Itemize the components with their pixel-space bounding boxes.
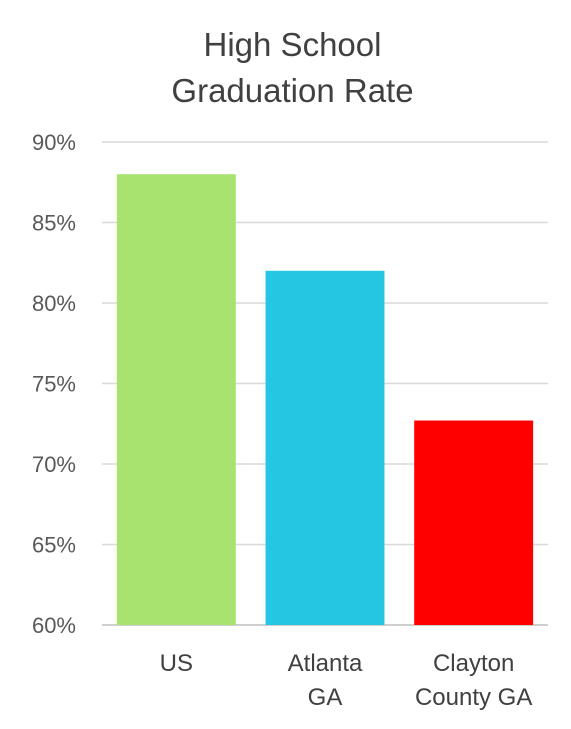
chart-title: High School Graduation Rate (0, 22, 571, 114)
y-tick-label: 80% (32, 291, 76, 316)
y-tick-label: 75% (32, 372, 76, 397)
x-category-label: Clayton County GA (415, 650, 532, 711)
y-tick-label: 85% (32, 211, 76, 236)
x-axis-category-labels: US Atlanta GA Clayton County GA (160, 650, 533, 711)
bar (265, 270, 385, 625)
y-tick-label: 70% (32, 452, 76, 477)
chart-title-line-1: High School (203, 26, 382, 63)
y-tick-label: 65% (32, 533, 76, 558)
bar (414, 420, 534, 625)
y-axis-tick-labels: 60% 65% 70% 75% 80% 85% 90% (32, 130, 76, 638)
x-category-label: Atlanta GA (288, 650, 363, 711)
y-tick-label: 90% (32, 130, 76, 155)
y-tick-label: 60% (32, 613, 76, 638)
bars (116, 174, 534, 625)
x-category-label: US (160, 650, 193, 677)
chart-title-line-2: Graduation Rate (171, 72, 414, 109)
bar (116, 174, 236, 625)
